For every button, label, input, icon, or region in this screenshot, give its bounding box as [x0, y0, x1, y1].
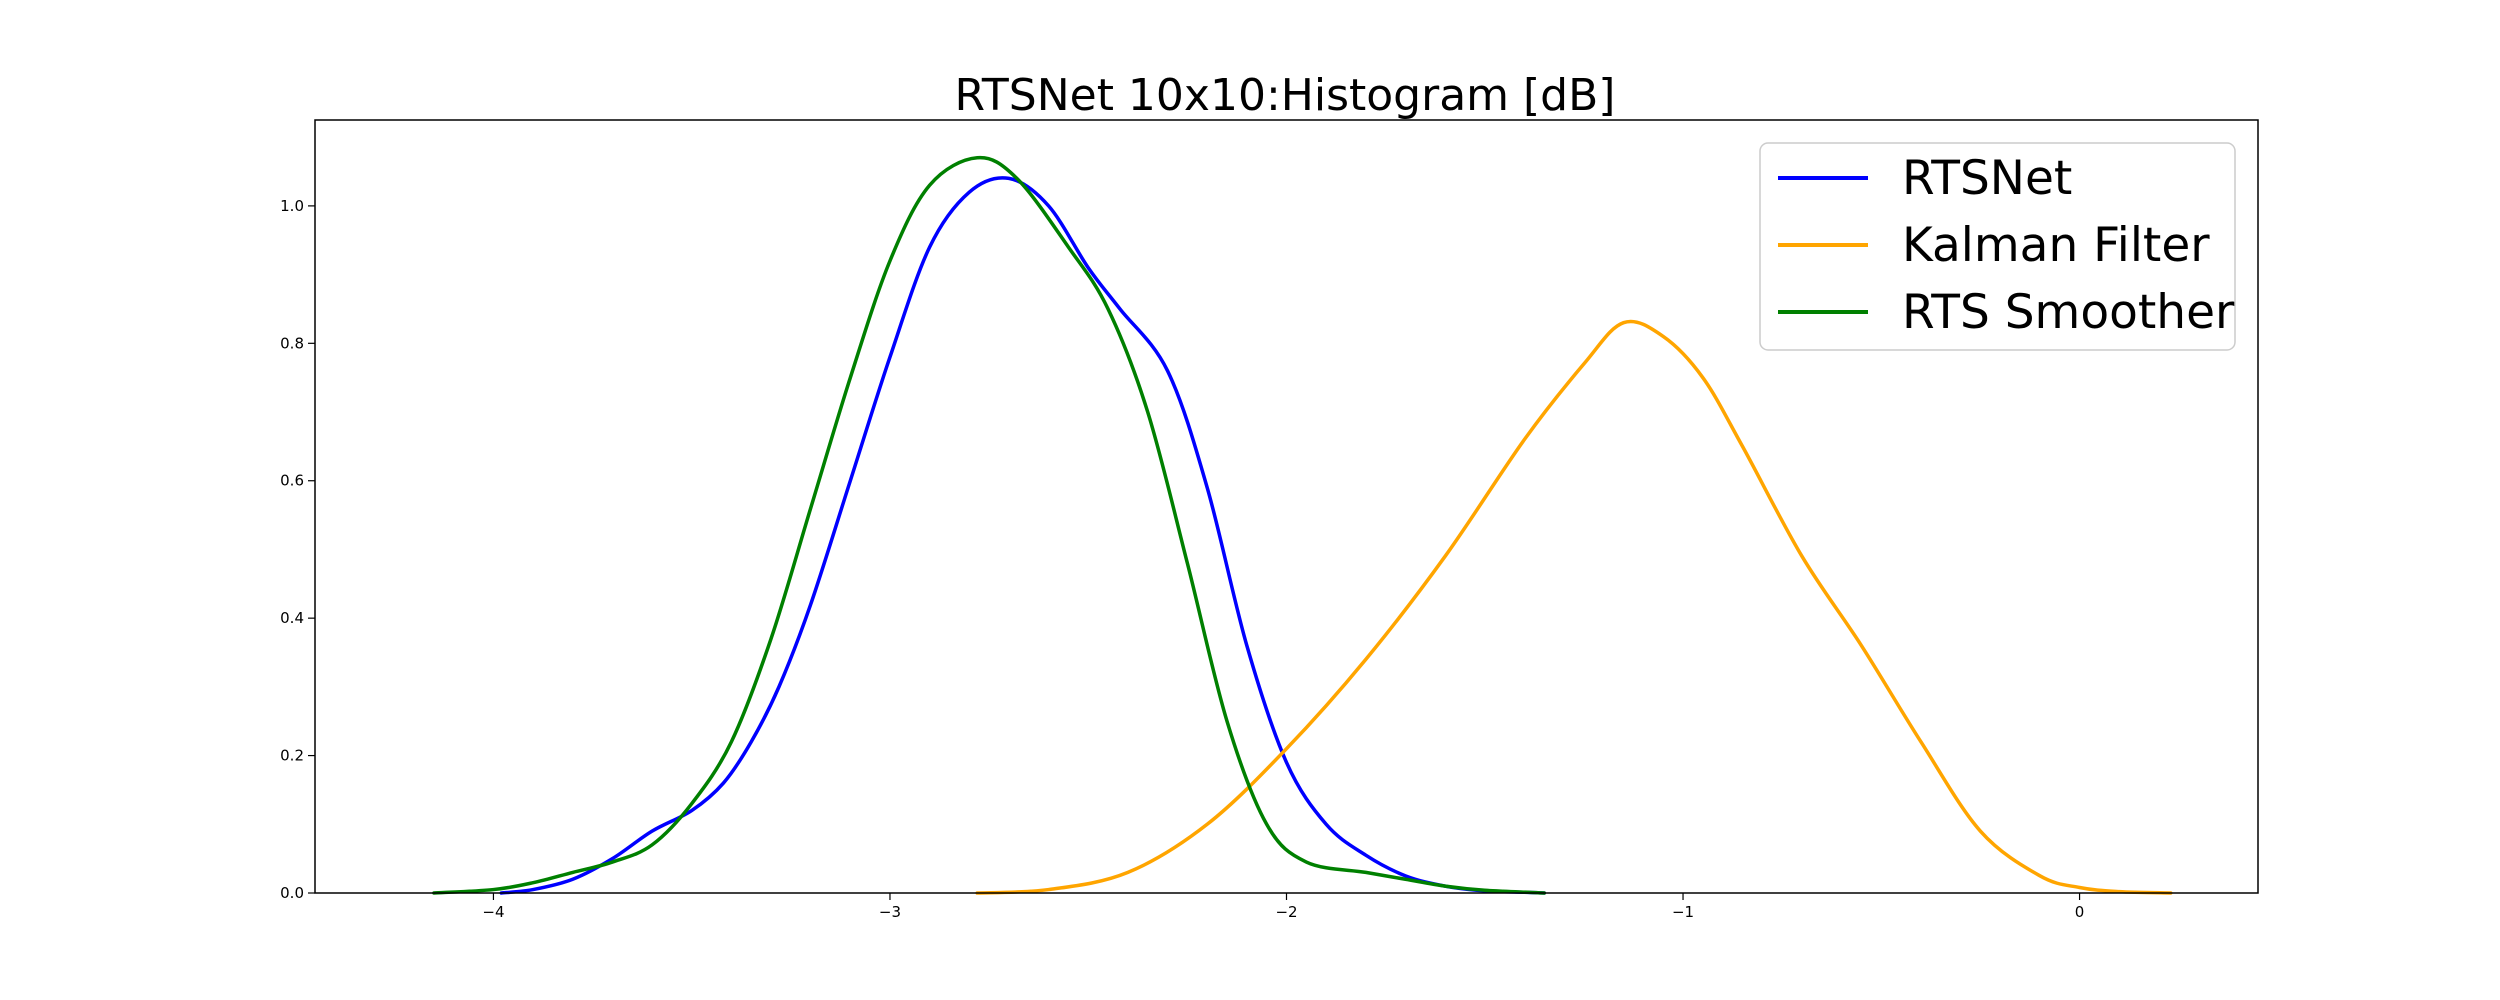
series-line-rtsnet: [499, 176, 1546, 895]
x-tick-label: −1: [1672, 903, 1694, 921]
legend: RTSNet Kalman Filter RTS Smoother: [1759, 142, 2236, 351]
y-tick-label: 0.2: [280, 747, 304, 765]
y-tick-label: 1.0: [280, 197, 304, 215]
x-tick-label: −4: [482, 903, 504, 921]
legend-label: RTS Smoother: [1902, 285, 2235, 340]
x-tick-label: 0: [2075, 903, 2085, 921]
x-tick-label: −3: [879, 903, 901, 921]
plot-area: [432, 155, 2173, 895]
y-tick-label: 0.0: [280, 884, 304, 902]
legend-box: [1759, 142, 2236, 351]
chart-title: RTSNet 10x10:Histogram [dB]: [955, 70, 1616, 121]
series-line-rts-smoother: [432, 155, 1546, 895]
legend-label: Kalman Filter: [1902, 218, 2210, 273]
series-line-kalman-filter: [975, 319, 2173, 895]
legend-label: RTSNet: [1902, 151, 2072, 206]
axis-ticks: −4 −3 −2 −1 0 0.0 0.2 0.4 0.6 0.8 1.0: [280, 197, 2084, 921]
y-tick-label: 0.8: [280, 334, 304, 352]
y-tick-label: 0.6: [280, 472, 304, 490]
x-tick-label: −2: [1275, 903, 1297, 921]
y-tick-label: 0.4: [280, 609, 304, 627]
